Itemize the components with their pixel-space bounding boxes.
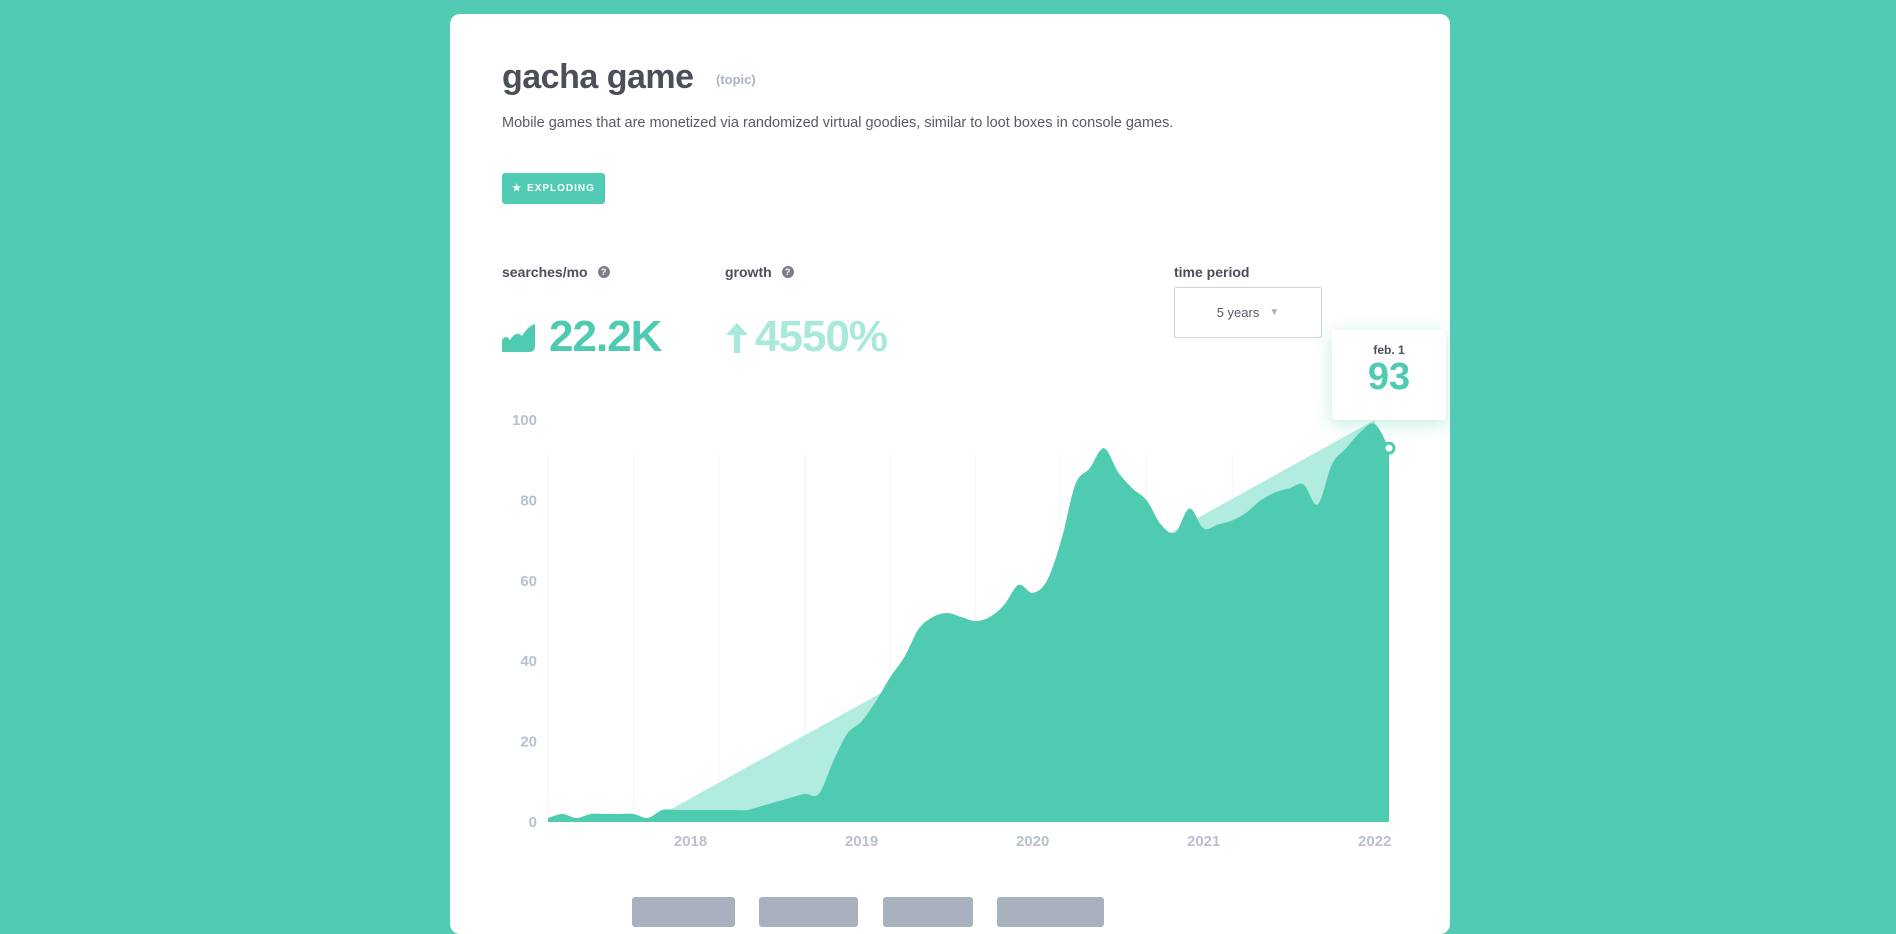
badge-label: EXPLODING bbox=[527, 183, 595, 194]
help-icon[interactable]: ? bbox=[781, 266, 794, 278]
growth-label-text: growth bbox=[725, 264, 772, 280]
time-period-value: 5 years bbox=[1216, 305, 1260, 320]
searches-label: searches/mo ? bbox=[502, 264, 610, 280]
searches-label-text: searches/mo bbox=[502, 264, 588, 280]
x-tick-label: 2021 bbox=[1187, 833, 1220, 850]
growth-label: growth ? bbox=[725, 264, 794, 280]
time-period-label: time period bbox=[1174, 264, 1250, 280]
exploding-badge: ★ EXPLODING bbox=[502, 173, 605, 204]
page-title: gacha game bbox=[502, 58, 694, 96]
star-icon: ★ bbox=[512, 183, 523, 194]
searches-value: 22.2K bbox=[549, 312, 662, 361]
trend-chart: 0 20 40 60 80 100 2018 2019 2020 2021 2022 bbox=[512, 412, 1396, 850]
search-volume-area bbox=[548, 423, 1389, 822]
y-tick-label: 60 bbox=[520, 573, 537, 590]
growth-metric: 4550% bbox=[725, 312, 888, 362]
y-tick-label: 40 bbox=[520, 653, 537, 670]
x-tick-label: 2018 bbox=[674, 833, 707, 850]
x-tick-label: 2020 bbox=[1016, 833, 1049, 850]
y-tick-label: 80 bbox=[520, 492, 537, 509]
x-tick-label: 2019 bbox=[845, 833, 878, 850]
hover-point bbox=[1382, 441, 1396, 455]
searches-metric: 22.2K bbox=[502, 312, 662, 362]
arrow-up-icon bbox=[726, 323, 748, 353]
chart-tooltip: feb. 1 93 bbox=[1332, 330, 1446, 420]
chevron-down-icon: ▼ bbox=[1269, 307, 1280, 318]
growth-value: 4550% bbox=[755, 312, 888, 361]
trend-card: gacha game (topic) Mobile games that are… bbox=[450, 14, 1450, 934]
tooltip-value: 93 bbox=[1367, 356, 1411, 398]
type-tag: (topic) bbox=[716, 72, 756, 87]
y-tick-label: 0 bbox=[529, 814, 537, 831]
y-tick-label: 20 bbox=[520, 734, 537, 751]
tooltip-date: feb. 1 bbox=[1373, 343, 1405, 357]
y-tick-label: 100 bbox=[512, 412, 537, 429]
x-tick-label: 2022 bbox=[1358, 833, 1391, 850]
time-period-select[interactable]: 5 years ▼ bbox=[1174, 287, 1322, 338]
help-icon[interactable]: ? bbox=[597, 266, 610, 278]
description: Mobile games that are monetized via rand… bbox=[502, 115, 1174, 131]
volume-icon bbox=[502, 324, 535, 352]
